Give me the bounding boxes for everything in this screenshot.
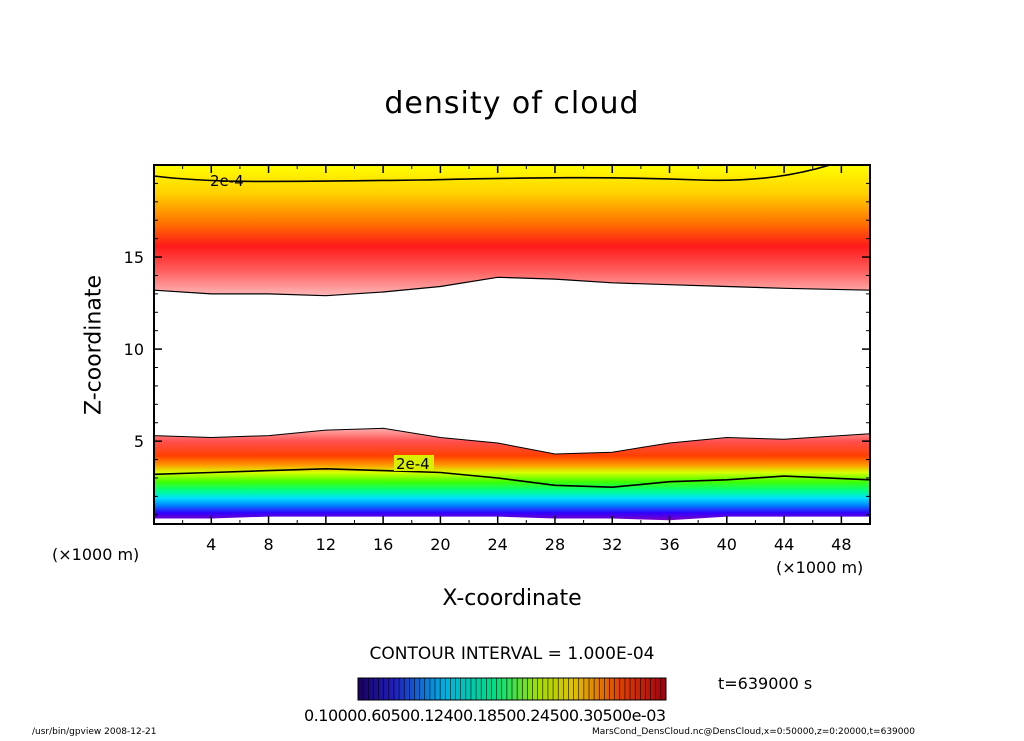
y-tick-label: 10 — [124, 340, 144, 359]
x-tick-label: 40 — [717, 535, 737, 554]
x-tick-label: 36 — [659, 535, 679, 554]
contour-label-lower: 2e-4 — [396, 455, 430, 473]
x-tick-label: 12 — [316, 535, 336, 554]
x-tick-label: 20 — [430, 535, 450, 554]
x-tick-label: 16 — [373, 535, 393, 554]
contour-interval-label: CONTOUR INTERVAL = 1.000E-04 — [369, 644, 655, 664]
footer-left: /usr/bin/gpview 2008-12-21 — [32, 727, 157, 737]
x-tick-label: 8 — [263, 535, 273, 554]
x-tick-label: 44 — [774, 535, 794, 554]
x-axis-label: X-coordinate — [442, 586, 582, 611]
time-label: t=639000 s — [718, 674, 813, 693]
contour-label-bg — [394, 455, 434, 471]
footer-right: MarsCond_DensCloud.nc@DensCloud,x=0:5000… — [592, 727, 915, 737]
colorbar — [357, 677, 667, 701]
lower-layer-edge-contour — [154, 427, 870, 455]
x-tick-label: 32 — [602, 535, 622, 554]
y-tick-label: 15 — [124, 248, 144, 267]
upper-layer-edge-contour — [154, 276, 870, 297]
chart-title: density of cloud — [384, 86, 640, 121]
x-tick-label: 24 — [488, 535, 508, 554]
lower-cloud-layer — [154, 428, 870, 521]
x-tick-label: 48 — [831, 535, 851, 554]
colorbar-tick-labels: 0.10000.60500.12400.18500.24500.30500e-0… — [304, 706, 666, 725]
lower-contour-2e-4 — [154, 467, 870, 489]
x-tick-label: 4 — [206, 535, 216, 554]
upper-contour-2e-4 — [154, 165, 831, 183]
x-unit-label-right: (×1000 m) — [776, 558, 864, 577]
x-unit-label-left: (×1000 m) — [52, 545, 140, 564]
plot-frame — [153, 164, 871, 525]
plot-area: 2e-4 2e-4 — [154, 165, 870, 521]
y-tick-label: 5 — [134, 432, 144, 451]
upper-cloud-layer — [154, 165, 870, 296]
contour-label-upper: 2e-4 — [210, 172, 244, 190]
x-tick-label: 28 — [545, 535, 565, 554]
